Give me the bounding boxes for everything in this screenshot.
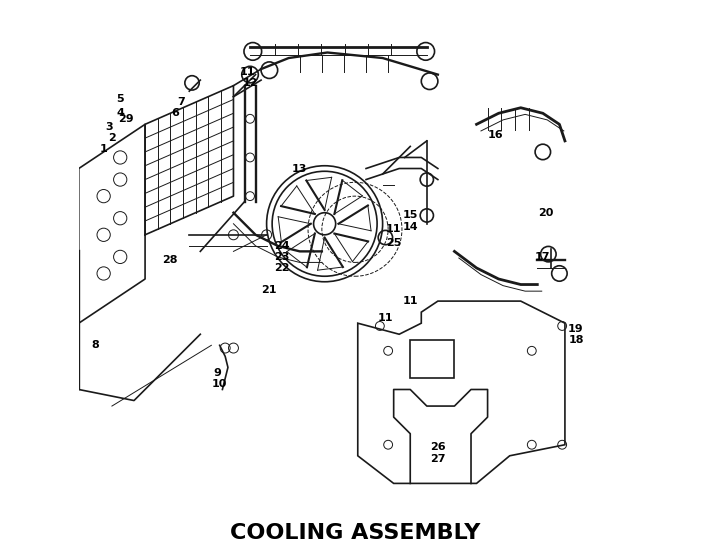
Text: 13: 13 <box>292 163 307 174</box>
Text: 16: 16 <box>488 131 503 141</box>
Text: COOLING ASSEMBLY: COOLING ASSEMBLY <box>230 523 480 543</box>
Text: 1: 1 <box>100 144 107 154</box>
Text: 2: 2 <box>108 133 116 143</box>
Text: 26: 26 <box>430 442 446 453</box>
Text: 3: 3 <box>105 122 113 132</box>
Text: 15: 15 <box>403 210 418 220</box>
Text: 11: 11 <box>403 296 418 306</box>
Text: 12: 12 <box>242 78 258 88</box>
Text: 17: 17 <box>535 252 550 262</box>
Text: 5: 5 <box>116 94 124 104</box>
Text: 27: 27 <box>430 454 446 464</box>
Text: 4: 4 <box>116 108 124 118</box>
Text: 11: 11 <box>378 312 393 323</box>
Text: 11: 11 <box>239 67 255 77</box>
Text: 18: 18 <box>568 335 584 345</box>
Text: 23: 23 <box>274 252 290 262</box>
Text: 20: 20 <box>538 208 553 218</box>
Text: 25: 25 <box>386 238 401 248</box>
Text: 21: 21 <box>261 285 277 295</box>
Text: 19: 19 <box>568 324 584 334</box>
Text: 28: 28 <box>162 254 178 264</box>
Text: 29: 29 <box>118 114 133 124</box>
Text: 24: 24 <box>274 241 290 251</box>
Text: 10: 10 <box>212 379 227 389</box>
Text: 22: 22 <box>274 263 290 273</box>
Text: 8: 8 <box>92 340 99 350</box>
Text: 11: 11 <box>386 224 401 234</box>
Text: 14: 14 <box>403 222 418 232</box>
Text: 6: 6 <box>172 108 180 118</box>
Bar <box>410 340 454 378</box>
Text: 9: 9 <box>213 368 221 378</box>
Text: 7: 7 <box>177 97 185 107</box>
